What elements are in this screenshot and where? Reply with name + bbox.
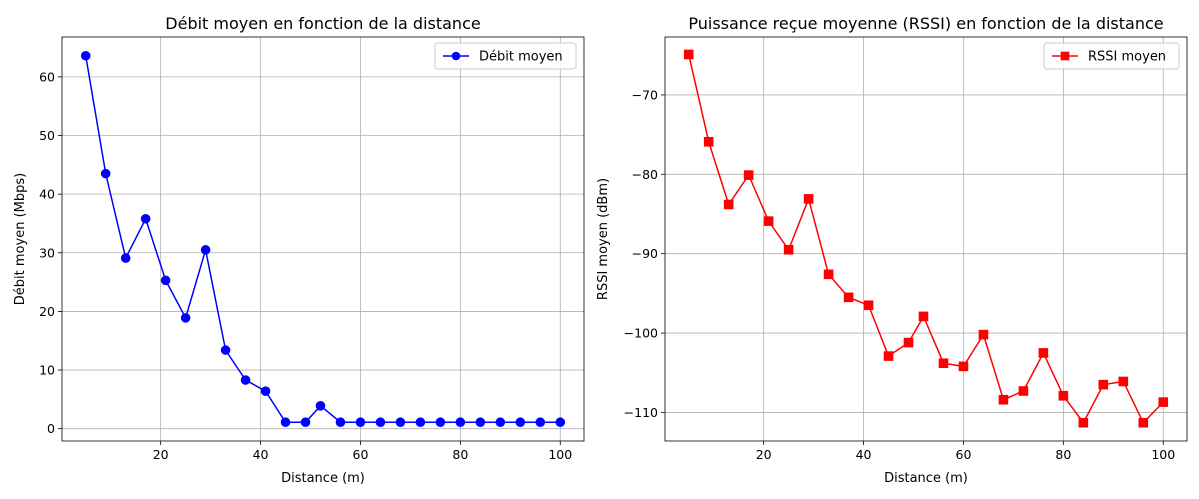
rssi-series-line: [687, 54, 1164, 425]
y-tick-label: −100: [624, 326, 658, 341]
throughput-point: [240, 375, 251, 385]
y-tick-label: −70: [632, 87, 658, 102]
y-tick-label: 60: [39, 69, 55, 84]
y-tick-label: 20: [39, 304, 55, 319]
throughput-point: [180, 313, 191, 323]
throughput-point: [395, 417, 406, 428]
rssi-point: [803, 194, 814, 204]
throughput-point: [300, 417, 311, 428]
throughput-point: [140, 213, 151, 224]
rssi-point: [1078, 417, 1089, 428]
throughput-point: [260, 386, 271, 396]
rssi-point: [843, 292, 854, 303]
x-axis-label: Distance (m): [884, 471, 968, 486]
rssi-point: [958, 361, 969, 372]
chart-title: Puissance reçue moyenne (RSSI) en foncti…: [688, 14, 1163, 33]
legend: RSSI moyen: [1043, 42, 1180, 70]
rssi-point: [743, 170, 754, 180]
rssi-point: [823, 269, 834, 280]
x-tick-label: 60: [956, 447, 972, 462]
throughput-point: [120, 253, 131, 263]
x-axis-label: Distance (m): [281, 471, 365, 486]
rssi-point: [863, 300, 874, 311]
y-tick-label: −110: [624, 405, 658, 420]
legend-label: RSSI moyen: [1088, 50, 1166, 65]
rssi-point: [783, 244, 794, 255]
rssi-point: [1158, 397, 1169, 407]
y-tick-label: 40: [39, 187, 55, 202]
throughput-point: [415, 417, 426, 428]
throughput-point: [555, 417, 566, 428]
plot-frame: [61, 36, 585, 442]
rssi-point: [1098, 379, 1109, 390]
throughput-point: [435, 417, 446, 428]
y-tick-label: −90: [632, 246, 658, 261]
rssi-point: [683, 49, 694, 60]
throughput-point: [515, 417, 526, 428]
throughput-point: [160, 275, 171, 286]
x-tick-label: 80: [452, 447, 468, 462]
y-axis-label: RSSI moyen (dBm): [596, 178, 611, 300]
throughput-point: [80, 50, 91, 61]
rssi-chart: 20 40 60 80 100 −110 −100 −90 −80 −70 Puissance re…: [596, 14, 1188, 486]
x-tick-label: 40: [253, 447, 269, 462]
legend-marker: [451, 51, 461, 61]
x-tick-label: 80: [1055, 447, 1071, 462]
throughput-point: [100, 168, 111, 179]
legend-label: Débit moyen: [479, 50, 563, 65]
throughput-point: [355, 417, 366, 428]
legend-box: [434, 42, 577, 70]
rssi-point: [903, 337, 914, 348]
rssi-point: [763, 216, 774, 226]
throughput-point: [280, 417, 291, 428]
throughput-point: [495, 417, 506, 428]
y-axis-label: Débit moyen (Mbps): [13, 173, 28, 305]
rssi-point: [978, 329, 989, 340]
throughput-point: [200, 245, 211, 255]
throughput-point: [475, 417, 486, 428]
rssi-point: [883, 351, 894, 361]
throughput-point: [315, 401, 326, 411]
rssi-point: [723, 199, 734, 210]
rssi-point: [1038, 348, 1049, 358]
legend-marker: [1060, 51, 1070, 61]
x-tick-label: 20: [756, 447, 772, 462]
x-tick-label: 100: [1151, 447, 1175, 462]
y-tick-label: −80: [632, 167, 658, 182]
throughput-point: [335, 417, 346, 428]
x-tick-label: 20: [153, 447, 169, 462]
rssi-point: [1018, 386, 1029, 396]
y-tick-label: 30: [39, 245, 55, 260]
throughput-point: [535, 417, 546, 428]
plot-frame: [664, 36, 1188, 442]
rssi-point: [938, 358, 949, 369]
rssi-point: [1138, 417, 1149, 428]
rssi-point: [1058, 390, 1069, 401]
x-tick-label: 60: [353, 447, 369, 462]
rssi-point: [703, 136, 714, 147]
throughput-series-line: [84, 55, 561, 423]
throughput-point: [455, 417, 466, 428]
chart-title: Débit moyen en fonction de la distance: [165, 14, 480, 33]
y-tick-label: 10: [39, 363, 55, 378]
throughput-point: [220, 345, 231, 355]
rssi-point: [998, 394, 1009, 405]
y-tick-label: 50: [39, 128, 55, 143]
legend: Débit moyen: [434, 42, 577, 70]
rssi-point: [1118, 376, 1129, 387]
y-tick-label: 0: [47, 421, 55, 436]
legend-box: [1043, 42, 1180, 70]
throughput-chart: 20 40 60 80 100 0 10 20 30 40 50 60 Débit moyen en f…: [13, 14, 585, 486]
throughput-point: [375, 417, 386, 428]
rssi-point: [918, 311, 929, 322]
x-tick-label: 100: [548, 447, 572, 462]
x-tick-label: 40: [856, 447, 872, 462]
